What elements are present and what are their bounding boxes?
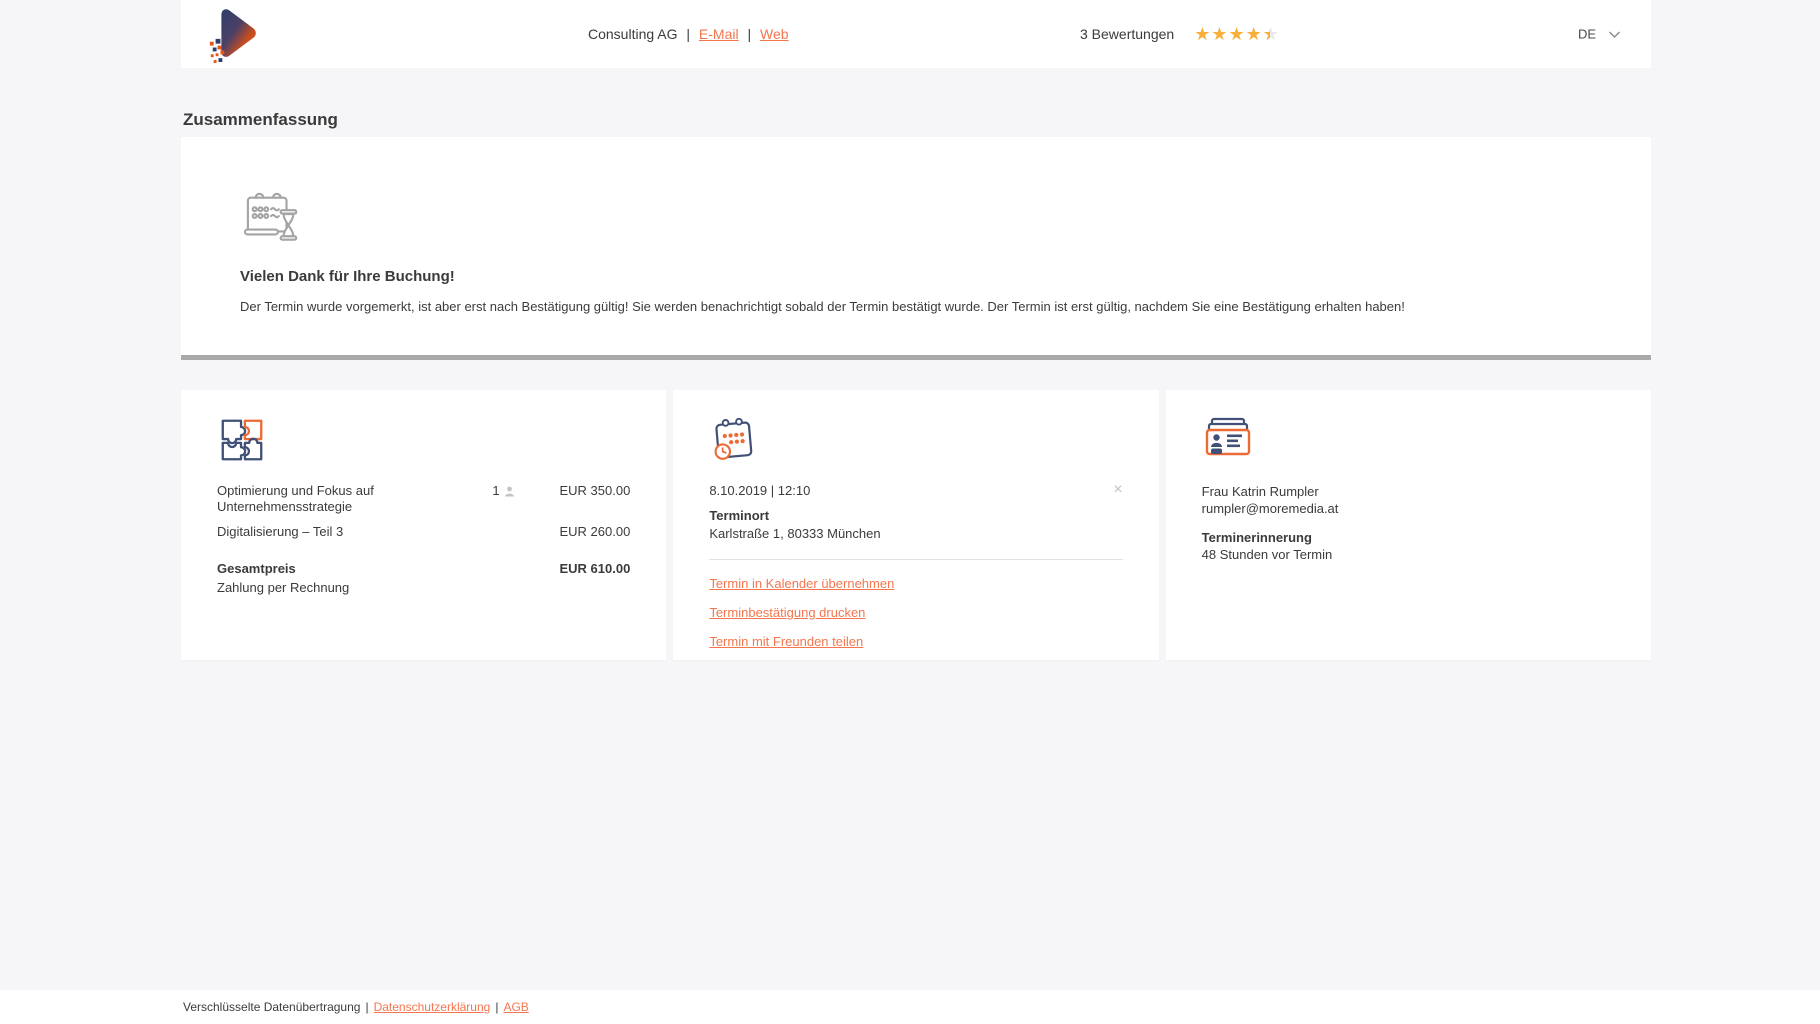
location-address: Karlstraße 1, 80333 München (709, 526, 881, 541)
person-icon (504, 486, 514, 496)
separator: | (747, 26, 752, 42)
order-total-row: Gesamtpreis EUR 610.00 (217, 561, 630, 577)
contact-card: Frau Katrin Rumpler rumpler@moremedia.at… (1165, 390, 1651, 660)
language-code: DE (1577, 26, 1596, 42)
contact-card-icon (1205, 417, 1250, 456)
appointment-card: 8.10.2019 | 12:10 × Terminort Karlstraße… (673, 390, 1159, 660)
footer: Verschlüsselte Datenübertragung | Datens… (0, 990, 1820, 1024)
order-item-quantity: 1 (492, 483, 538, 499)
separator: | (686, 26, 691, 42)
divider (709, 559, 1123, 560)
star-rating: ★★★★★ ★★★★★ (1194, 25, 1280, 43)
encryption-note: Verschlüsselte Datenübertragung (183, 1000, 361, 1014)
stars-empty: ★★★★★ (1194, 24, 1280, 44)
close-icon[interactable]: × (1113, 481, 1123, 498)
thank-you-title: Vielen Dank für Ihre Buchung! (240, 268, 455, 285)
total-label: Gesamtpreis (217, 561, 296, 576)
web-link[interactable]: Web (760, 26, 789, 42)
terms-link[interactable]: AGB (503, 1000, 529, 1014)
privacy-policy-link[interactable]: Datenschutzerklärung (373, 1000, 491, 1014)
separator: | (365, 1000, 369, 1014)
detail-cards: Optimierung und Fokus auf Unternehmensst… (181, 390, 1651, 660)
order-item-price: EUR 260.00 (559, 524, 631, 539)
order-item-name: Optimierung und Fokus auf Unternehmensst… (217, 483, 374, 514)
order-item-price: EUR 350.00 (559, 483, 631, 498)
order-item-name: Digitalisierung – Teil 3 (217, 524, 344, 539)
order-summary-card: Optimierung und Fokus auf Unternehmensst… (181, 390, 667, 660)
add-to-calendar-link[interactable]: Termin in Kalender übernehmen (709, 576, 895, 591)
brand-logo-icon (209, 9, 256, 63)
separator: | (495, 1000, 499, 1014)
reminder-value: 48 Stunden vor Termin (1201, 547, 1333, 562)
language-selector[interactable]: DE (1578, 27, 1621, 42)
appointment-datetime: 8.10.2019 | 12:10 (709, 483, 811, 498)
calendar-hourglass-icon (243, 192, 298, 241)
order-item-row: Digitalisierung – Teil 3 EUR 260.00 (217, 524, 630, 540)
email-link[interactable]: E-Mail (698, 26, 739, 42)
company-name: Consulting AG (588, 26, 678, 42)
payment-method: Zahlung per Rechnung (217, 580, 350, 595)
calendar-appointment-icon (714, 417, 753, 460)
company-links: Consulting AG | E-Mail | Web (588, 26, 789, 42)
booking-confirmation-card: Vielen Dank für Ihre Buchung! Der Termin… (181, 137, 1651, 360)
confirmation-message: Der Termin wurde vorgemerkt, ist aber er… (240, 299, 1405, 314)
customer-email: rumpler@moremedia.at (1201, 501, 1339, 516)
total-price: EUR 610.00 (559, 561, 631, 576)
reviews-count: 3 Bewertungen (1080, 26, 1175, 42)
print-confirmation-link[interactable]: Terminbestätigung drucken (709, 605, 866, 620)
location-label: Terminort (709, 508, 770, 523)
share-appointment-link[interactable]: Termin mit Freunden teilen (709, 634, 864, 649)
order-item-row: Optimierung und Fokus auf Unternehmensst… (217, 483, 630, 515)
header: Consulting AG | E-Mail | Web 3 Bewertung… (181, 0, 1651, 68)
customer-name: Frau Katrin Rumpler (1201, 484, 1319, 499)
puzzle-icon (221, 419, 263, 461)
reviews-summary[interactable]: 3 Bewertungen ★★★★★ ★★★★★ (1080, 25, 1280, 43)
stars-filled: ★★★★★ (1194, 25, 1269, 43)
quantity-value: 1 (492, 483, 500, 498)
chevron-down-icon (1608, 30, 1621, 38)
page-title: Zusammenfassung (183, 110, 338, 129)
reminder-label: Terminerinnerung (1201, 530, 1312, 545)
brand-logo[interactable] (205, 6, 259, 69)
appointment-datetime-row: 8.10.2019 | 12:10 × (709, 481, 1123, 499)
